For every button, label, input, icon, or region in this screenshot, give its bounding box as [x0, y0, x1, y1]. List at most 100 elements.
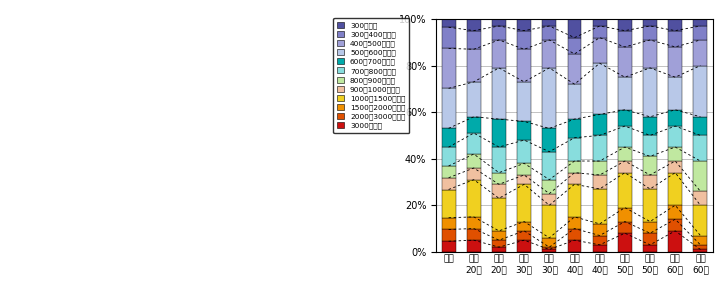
Bar	[542, 194, 556, 205]
Bar	[643, 175, 657, 189]
Bar	[593, 224, 606, 236]
Bar	[442, 19, 456, 27]
Bar	[517, 140, 531, 163]
Bar	[643, 19, 657, 26]
Bar	[593, 245, 606, 252]
Bar	[467, 180, 480, 217]
Bar	[643, 40, 657, 68]
Bar	[492, 19, 506, 26]
Bar	[668, 161, 682, 173]
Bar	[517, 184, 531, 222]
Bar	[568, 161, 582, 173]
Bar	[643, 189, 657, 222]
Legend: 300円未満, 300～400円未満, 400～500円未満, 500～600円未満, 600～700円未満, 700～800円未満, 800～900円未満, : 300円未満, 300～400円未満, 400～500円未満, 500～600円…	[333, 18, 409, 133]
Bar	[517, 49, 531, 82]
Bar	[542, 19, 556, 26]
Bar	[542, 205, 556, 238]
Bar	[568, 173, 582, 184]
Bar	[517, 175, 531, 184]
Bar	[694, 205, 708, 236]
Bar	[467, 168, 480, 180]
Bar	[568, 184, 582, 217]
Bar	[568, 54, 582, 84]
Bar	[694, 245, 708, 249]
Bar	[694, 40, 708, 66]
Bar	[492, 231, 506, 240]
Bar	[467, 229, 480, 240]
Bar	[643, 136, 657, 156]
Bar	[442, 27, 456, 48]
Bar	[568, 119, 582, 138]
Bar	[467, 31, 480, 49]
Bar	[618, 161, 632, 173]
Bar	[694, 19, 708, 26]
Bar	[442, 178, 456, 190]
Bar	[668, 126, 682, 147]
Bar	[492, 40, 506, 68]
Bar	[542, 152, 556, 180]
Bar	[467, 154, 480, 168]
Bar	[568, 38, 582, 54]
Bar	[618, 47, 632, 77]
Bar	[517, 240, 531, 252]
Bar	[643, 222, 657, 233]
Bar	[492, 68, 506, 119]
Bar	[542, 180, 556, 194]
Bar	[517, 222, 531, 231]
Bar	[442, 147, 456, 166]
Bar	[492, 240, 506, 247]
Bar	[643, 156, 657, 175]
Bar	[618, 19, 632, 31]
Bar	[568, 217, 582, 229]
Bar	[467, 240, 480, 252]
Bar	[618, 110, 632, 126]
Bar	[517, 163, 531, 175]
Bar	[542, 68, 556, 128]
Bar	[668, 147, 682, 161]
Bar	[668, 231, 682, 252]
Bar	[442, 128, 456, 147]
Bar	[568, 84, 582, 119]
Bar	[568, 240, 582, 252]
Bar	[593, 136, 606, 161]
Bar	[593, 175, 606, 189]
Bar	[618, 173, 632, 208]
Bar	[618, 147, 632, 161]
Bar	[618, 233, 632, 252]
Bar	[643, 117, 657, 136]
Bar	[668, 110, 682, 126]
Bar	[467, 82, 480, 117]
Bar	[542, 26, 556, 40]
Bar	[694, 26, 708, 40]
Bar	[694, 136, 708, 161]
Bar	[442, 48, 456, 88]
Bar	[467, 117, 480, 133]
Bar	[618, 126, 632, 147]
Bar	[694, 236, 708, 245]
Bar	[517, 31, 531, 49]
Bar	[694, 117, 708, 136]
Bar	[492, 184, 506, 198]
Bar	[593, 114, 606, 136]
Bar	[542, 40, 556, 68]
Bar	[442, 166, 456, 178]
Bar	[517, 231, 531, 240]
Bar	[618, 31, 632, 47]
Bar	[517, 121, 531, 140]
Bar	[668, 31, 682, 47]
Bar	[668, 219, 682, 231]
Bar	[442, 88, 456, 128]
Bar	[492, 173, 506, 184]
Bar	[593, 19, 606, 26]
Bar	[694, 191, 708, 205]
Bar	[568, 229, 582, 240]
Bar	[668, 19, 682, 31]
Bar	[542, 128, 556, 152]
Bar	[492, 26, 506, 40]
Bar	[442, 229, 456, 241]
Bar	[668, 47, 682, 77]
Bar	[668, 173, 682, 205]
Bar	[492, 119, 506, 147]
Bar	[467, 19, 480, 31]
Bar	[593, 26, 606, 38]
